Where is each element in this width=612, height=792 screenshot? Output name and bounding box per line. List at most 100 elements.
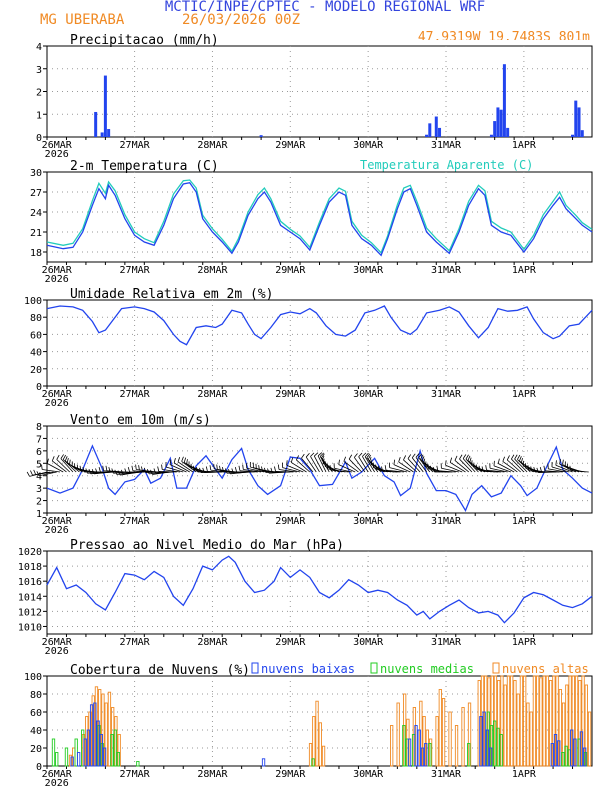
panel-slp: 1010 1012 1014 1016 1018 1020 26MAR 27MAR 28MAR 2…	[18, 538, 593, 657]
wind-barb-flag	[114, 469, 118, 475]
wind-barb	[382, 470, 401, 473]
wind-barb-flag	[369, 457, 372, 463]
wind-barb	[437, 470, 456, 473]
cloud-high-bar	[315, 700, 319, 767]
wind-barb-flag	[520, 458, 523, 464]
precip-bar	[496, 107, 500, 137]
precip-bar	[107, 129, 111, 137]
wind-barb-flag	[146, 469, 150, 475]
cloud-high-bar	[396, 702, 400, 767]
wind-barb-flag	[367, 454, 371, 460]
cloud-high-bar	[513, 680, 517, 767]
wind-barb-flag	[329, 465, 332, 471]
wind-barb-flag	[445, 460, 447, 466]
wind-barb-flag	[26, 471, 30, 477]
cloud-high-bar	[506, 675, 511, 767]
x-tick-label: 1APR	[512, 389, 537, 400]
header-run: 26/03/2026 00Z	[182, 12, 300, 28]
wind-barb	[393, 464, 411, 473]
wind-barb-flag	[234, 467, 238, 473]
wind-barb-flag	[420, 454, 424, 460]
cloud-high-bar	[107, 691, 112, 767]
wind-barb-flag	[102, 465, 105, 471]
y-tick-label: 5	[36, 459, 42, 470]
wind-barb	[511, 458, 525, 473]
precip-bar	[259, 135, 263, 137]
legend-cloud-1: nuvens medias	[380, 662, 474, 676]
wind-barb-flag	[209, 465, 212, 471]
wind-barb	[506, 459, 521, 473]
x-tick-label: 31MAR	[431, 637, 462, 648]
x-year-label: 2026	[45, 778, 69, 789]
wind-barb-flag	[196, 467, 199, 473]
wind-barb-flag	[381, 466, 384, 472]
wind-barb	[441, 467, 460, 473]
wind-barb-flag	[366, 453, 371, 459]
precip-bar	[489, 134, 493, 137]
precip-bar	[434, 116, 438, 137]
wind-barb-flag	[429, 465, 432, 471]
panel-temp: 18 21 24 27 30 26MAR 27MAR 28MAR 29MAR 30MAR 31MAR…	[30, 158, 593, 285]
wind-barb-flag	[157, 466, 160, 472]
y-tick-label: 0	[36, 133, 42, 144]
wind-barb-flag	[105, 465, 108, 471]
wind-barb-flag	[138, 465, 140, 471]
wind-barb-flag	[36, 471, 40, 476]
wind-barb	[317, 455, 327, 473]
wind-barb-flag	[177, 457, 181, 463]
x-tick-label: 30MAR	[353, 140, 384, 151]
x-tick-label: 31MAR	[431, 769, 462, 780]
wind-barb-flag	[407, 454, 412, 459]
cloud-high-bar	[308, 743, 313, 767]
wind-barb-flag	[277, 464, 280, 470]
wind-barb-flag	[319, 452, 325, 457]
cloud-low-bar	[570, 729, 574, 767]
cloud-high-bar	[441, 698, 446, 767]
y-tick-label: 40	[30, 726, 42, 737]
cloud-low-bar	[86, 729, 91, 767]
plot-frame	[46, 45, 593, 138]
cloud-low-bar	[414, 725, 418, 767]
panel-precip: 0 1 2 3 4 26MAR 27MAR 28MAR 29MAR 30MAR 31MAR 1APR 2…	[36, 33, 593, 160]
x-tick-label: 29MAR	[275, 637, 306, 648]
wind-barb-flag	[124, 468, 127, 474]
temp-line	[46, 181, 593, 257]
y-tick-label: 3	[36, 65, 42, 76]
wind-barb-flag	[183, 457, 187, 463]
x-tick-label: 29MAR	[275, 140, 306, 151]
x-tick-label: 26MAR	[42, 637, 73, 648]
wind-barb-flag	[33, 469, 37, 475]
cloud-low-bar	[407, 738, 412, 767]
wind-barb-flag	[301, 453, 305, 459]
precip-bar	[506, 127, 510, 137]
wind-barb-flag	[393, 459, 396, 465]
wind-barb-flag	[161, 464, 163, 470]
wind-barb-flag	[559, 459, 561, 465]
x-tick-label: 27MAR	[120, 389, 151, 400]
wind-barb	[62, 459, 77, 473]
wind-barb-flag	[69, 459, 71, 465]
wind-barb	[570, 470, 589, 473]
wind-barb-flag	[41, 464, 43, 470]
wind-barb-flag	[267, 468, 270, 474]
cloud-mid-bar	[493, 720, 497, 767]
y-tick-label: 1	[36, 110, 42, 121]
x-tick-label: 27MAR	[120, 769, 151, 780]
wind-barb-flag	[88, 469, 92, 475]
wind-barb-flag	[362, 452, 367, 457]
x-tick-label: 27MAR	[120, 140, 151, 151]
wind-barb-flag	[485, 465, 487, 471]
wind-barb	[544, 470, 563, 473]
wind-barb	[39, 471, 57, 477]
wind-barb-flag	[533, 467, 536, 473]
wind-barb	[296, 459, 311, 473]
cloud-high-bar	[542, 675, 546, 767]
y-tick-label: 4	[36, 472, 42, 483]
wind-barb-flag	[95, 468, 98, 474]
wind-barb	[555, 464, 573, 473]
wind-barb-flag	[242, 464, 244, 470]
wind-barb-flag	[82, 467, 85, 473]
x-tick-label: 26MAR	[42, 389, 73, 400]
wind-barb	[418, 457, 431, 473]
wind-barb-flag	[120, 469, 124, 475]
